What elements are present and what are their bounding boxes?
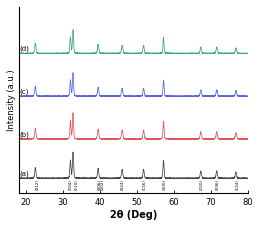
Text: (d): (d) xyxy=(20,45,30,52)
Text: (104): (104) xyxy=(69,179,73,190)
X-axis label: 2θ (Deg): 2θ (Deg) xyxy=(109,210,157,220)
Text: (024): (024) xyxy=(121,179,125,190)
Text: (036): (036) xyxy=(216,179,220,190)
Text: (c): (c) xyxy=(20,88,29,95)
Text: (a): (a) xyxy=(20,170,30,177)
Text: (220): (220) xyxy=(200,179,204,190)
Text: (116): (116) xyxy=(142,179,146,190)
Text: (300): (300) xyxy=(163,179,167,190)
Text: (110): (110) xyxy=(74,179,78,190)
Y-axis label: Intensity (a.u.): Intensity (a.u.) xyxy=(7,69,16,131)
Text: (b): (b) xyxy=(20,131,30,138)
Text: (134): (134) xyxy=(235,179,239,190)
Text: (012): (012) xyxy=(35,179,39,190)
Text: (006)
(202): (006) (202) xyxy=(98,179,105,190)
